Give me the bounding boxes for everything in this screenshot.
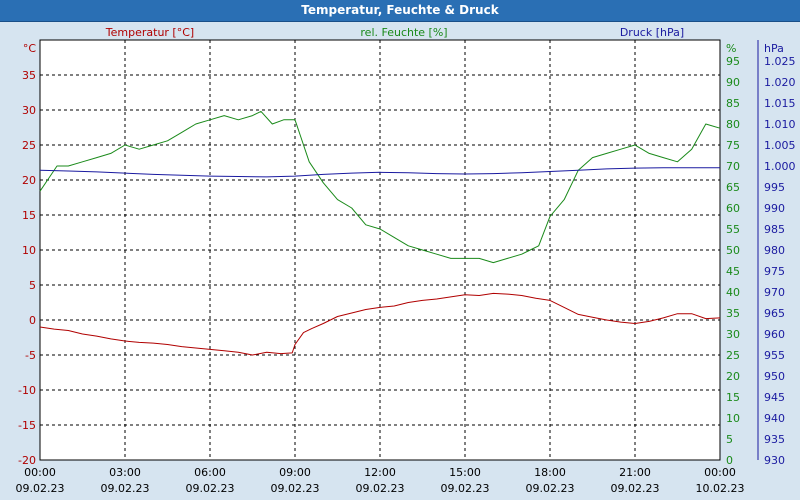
humidity-tick-label: 5 — [726, 433, 733, 446]
temp-tick-label: 25 — [22, 139, 36, 152]
humidity-tick-label: 10 — [726, 412, 740, 425]
x-tick-date: 09.02.23 — [16, 482, 65, 495]
pressure-tick-label: 1.010 — [764, 118, 796, 131]
pressure-unit: hPa — [764, 42, 784, 55]
humidity-tick-label: 55 — [726, 223, 740, 236]
humidity-tick-label: 40 — [726, 286, 740, 299]
pressure-tick-label: 945 — [764, 391, 785, 404]
humidity-line — [39, 110, 721, 264]
temp-tick-label: -10 — [18, 384, 36, 397]
temperature-line — [39, 292, 721, 356]
pressure-tick-label: 975 — [764, 265, 785, 278]
humidity-tick-label: 25 — [726, 349, 740, 362]
temp-tick-label: 0 — [29, 314, 36, 327]
humidity-tick-label: 70 — [726, 160, 740, 173]
humidity-axis-label: rel. Feuchte [%] — [360, 26, 447, 39]
temp-tick-label: 30 — [22, 104, 36, 117]
temp-tick-label: 5 — [29, 279, 36, 292]
x-tick-time: 09:00 — [279, 466, 311, 479]
pressure-tick-label: 965 — [764, 307, 785, 320]
temp-tick-label: 35 — [22, 69, 36, 82]
pressure-tick-label: 1.005 — [764, 139, 796, 152]
pressure-tick-label: 995 — [764, 181, 785, 194]
pressure-tick-label: 990 — [764, 202, 785, 215]
pressure-tick-label: 1.000 — [764, 160, 796, 173]
x-tick-time: 06:00 — [194, 466, 226, 479]
pressure-tick-label: 1.020 — [764, 76, 796, 89]
temp-unit: °C — [23, 42, 37, 55]
humidity-tick-label: 20 — [726, 370, 740, 383]
pressure-tick-label: 950 — [764, 370, 785, 383]
pressure-tick-label: 980 — [764, 244, 785, 257]
pressure-tick-label: 930 — [764, 454, 785, 467]
pressure-tick-label: 955 — [764, 349, 785, 362]
humidity-unit: % — [726, 42, 736, 55]
chart-title: Temperatur, Feuchte & Druck — [0, 0, 800, 22]
x-tick-time: 12:00 — [364, 466, 396, 479]
humidity-tick-label: 0 — [726, 454, 733, 467]
humidity-tick-label: 75 — [726, 139, 740, 152]
series-layer — [39, 110, 721, 356]
x-tick-date: 09.02.23 — [611, 482, 660, 495]
x-tick-date: 09.02.23 — [101, 482, 150, 495]
x-tick-date: 10.02.23 — [696, 482, 745, 495]
x-tick-date: 09.02.23 — [271, 482, 320, 495]
pressure-line — [39, 167, 720, 178]
temp-tick-label: 10 — [22, 244, 36, 257]
humidity-tick-label: 95 — [726, 55, 740, 68]
x-tick-time: 18:00 — [534, 466, 566, 479]
temp-axis-label: Temperatur [°C] — [105, 26, 194, 39]
pressure-axis-label: Druck [hPa] — [620, 26, 684, 39]
temp-tick-label: -15 — [18, 419, 36, 432]
x-tick-time: 21:00 — [619, 466, 651, 479]
temp-tick-label: 20 — [22, 174, 36, 187]
pressure-tick-label: 935 — [764, 433, 785, 446]
humidity-tick-label: 60 — [726, 202, 740, 215]
x-tick-date: 09.02.23 — [356, 482, 405, 495]
humidity-tick-label: 90 — [726, 76, 740, 89]
x-tick-date: 09.02.23 — [441, 482, 490, 495]
weather-chart: 00:00 09.02.23 03:00 09.02.23 06:00 09.02.23 0… — [16, 26, 796, 495]
pressure-tick-label: 1.025 — [764, 55, 796, 68]
temp-tick-label: -5 — [25, 349, 36, 362]
pressure-tick-label: 1.015 — [764, 97, 796, 110]
axes-layer: 00:00 09.02.23 03:00 09.02.23 06:00 09.02.23 0… — [16, 26, 796, 495]
humidity-tick-label: 50 — [726, 244, 740, 257]
humidity-tick-label: 65 — [726, 181, 740, 194]
x-tick-time: 15:00 — [449, 466, 481, 479]
pressure-tick-label: 970 — [764, 286, 785, 299]
x-tick-time: 00:00 — [24, 466, 56, 479]
x-tick-time: 03:00 — [109, 466, 141, 479]
temp-tick-label: 15 — [22, 209, 36, 222]
humidity-tick-label: 35 — [726, 307, 740, 320]
x-tick-date: 09.02.23 — [526, 482, 575, 495]
x-tick-time: 00:00 — [704, 466, 736, 479]
humidity-tick-label: 45 — [726, 265, 740, 278]
humidity-tick-label: 80 — [726, 118, 740, 131]
pressure-tick-label: 960 — [764, 328, 785, 341]
humidity-tick-label: 15 — [726, 391, 740, 404]
pressure-tick-label: 940 — [764, 412, 785, 425]
humidity-tick-label: 85 — [726, 97, 740, 110]
pressure-tick-label: 985 — [764, 223, 785, 236]
humidity-tick-label: 30 — [726, 328, 740, 341]
x-tick-date: 09.02.23 — [186, 482, 235, 495]
temp-tick-label: -20 — [18, 454, 36, 467]
